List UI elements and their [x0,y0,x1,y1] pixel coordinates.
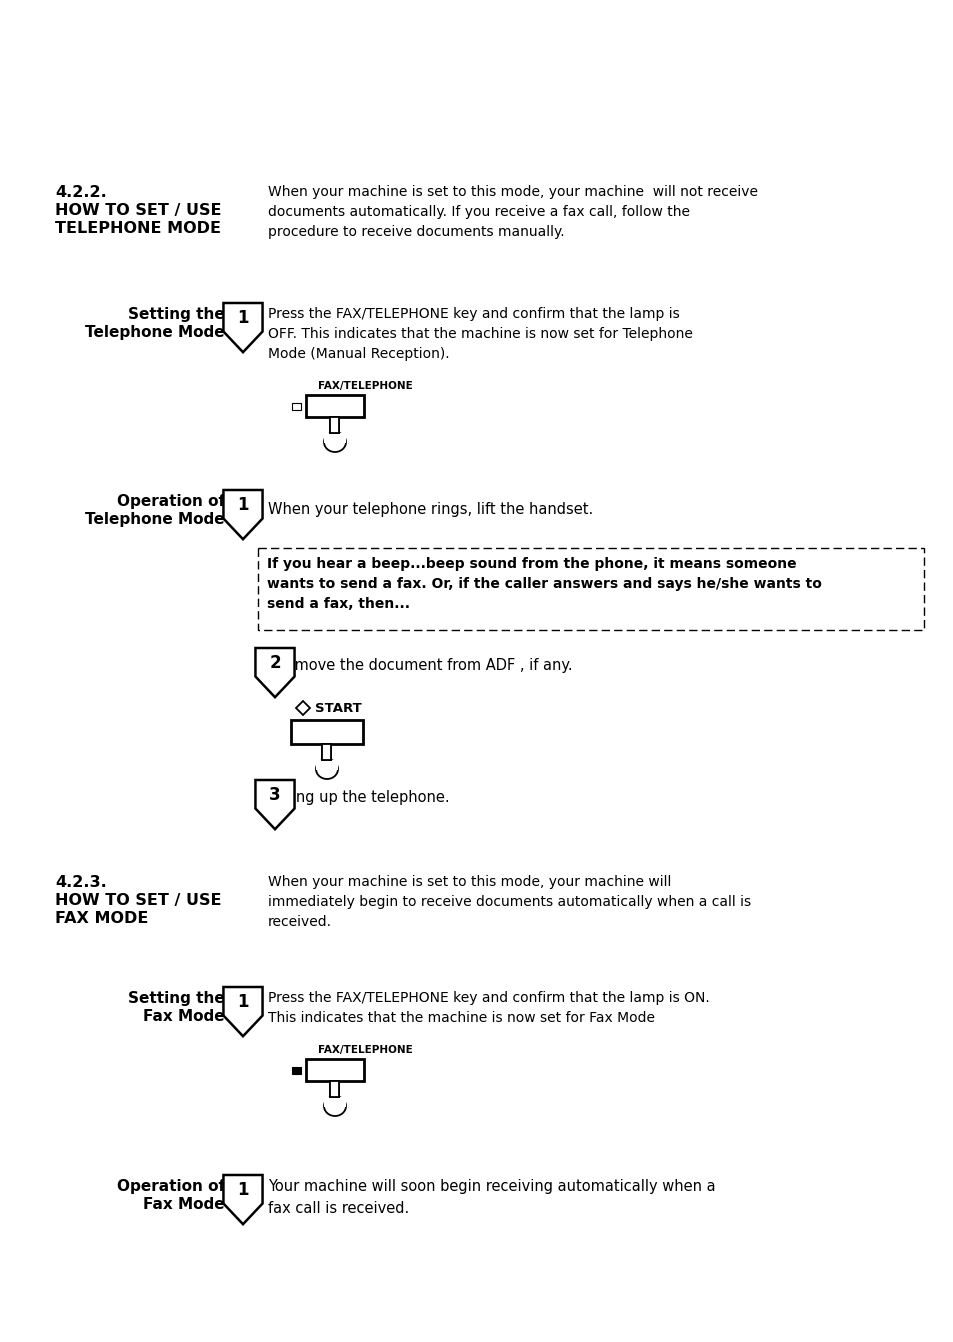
Text: Telephone Mode: Telephone Mode [85,513,225,527]
Text: Telephone Mode: Telephone Mode [85,325,225,340]
Polygon shape [223,1176,262,1224]
Text: START: START [314,702,361,714]
Text: Hang up the telephone.: Hang up the telephone. [275,790,449,805]
Polygon shape [255,780,294,829]
Text: Setting the: Setting the [128,990,225,1006]
Bar [292,1067,301,1074]
Polygon shape [223,490,262,539]
Text: When your machine is set to this mode, your machine  will not receive
documents : When your machine is set to this mode, y… [268,185,758,239]
Bar [324,1096,346,1107]
Text: 1: 1 [237,309,249,327]
Text: Press the FAX/TELEPHONE key and confirm that the lamp is ON.
This indicates that: Press the FAX/TELEPHONE key and confirm … [268,990,709,1025]
Bar [330,1082,339,1096]
Bar [330,417,339,433]
Text: TELEPHONE MODE: TELEPHONE MODE [55,221,221,236]
Text: Press the FAX/TELEPHONE key and confirm that the lamp is
OFF. This indicates tha: Press the FAX/TELEPHONE key and confirm … [268,307,692,361]
Text: 1: 1 [237,495,249,514]
Text: Fax Mode: Fax Mode [143,1009,225,1024]
Text: 4.2.3.: 4.2.3. [55,875,107,890]
Polygon shape [295,701,310,715]
Text: 1: 1 [237,1181,249,1198]
Text: 2: 2 [269,654,280,672]
Bar [322,743,331,760]
Ellipse shape [324,1096,346,1117]
Bar [291,721,363,743]
Text: Setting the: Setting the [128,307,225,322]
Text: If you hear a beep...beep sound from the phone, it means someone
wants to send a: If you hear a beep...beep sound from the… [267,557,821,611]
Bar [306,1059,364,1082]
Text: Fax Mode: Fax Mode [143,1197,225,1212]
Text: FAX/TELEPHONE: FAX/TELEPHONE [317,1045,413,1055]
Polygon shape [223,303,262,352]
Text: FAX MODE: FAX MODE [55,911,149,926]
Bar [324,433,346,443]
Text: Your machine will soon begin receiving automatically when a
fax call is received: Your machine will soon begin receiving a… [268,1180,715,1216]
Bar [306,395,364,417]
Bar [330,1082,339,1096]
Text: FAX/TELEPHONE: FAX/TELEPHONE [317,381,413,391]
Bar [330,417,339,433]
Bar [292,403,301,409]
Ellipse shape [324,432,346,452]
Text: When your telephone rings, lift the handset.: When your telephone rings, lift the hand… [268,502,593,517]
Text: Operation of: Operation of [117,1180,225,1194]
Bar [257,548,923,629]
Text: When your machine is set to this mode, your machine will
immediately begin to re: When your machine is set to this mode, y… [268,875,750,929]
Text: HOW TO SET / USE: HOW TO SET / USE [55,892,221,909]
Text: 1: 1 [237,993,249,1011]
Polygon shape [223,986,262,1036]
Polygon shape [255,648,294,698]
Text: 3: 3 [269,786,280,804]
Text: HOW TO SET / USE: HOW TO SET / USE [55,203,221,217]
Bar [322,743,331,760]
Text: Operation of: Operation of [117,494,225,509]
Text: 4.2.2.: 4.2.2. [55,185,107,200]
Text: Remove the document from ADF , if any.: Remove the document from ADF , if any. [275,658,572,672]
Ellipse shape [315,760,337,778]
Bar [315,760,337,770]
